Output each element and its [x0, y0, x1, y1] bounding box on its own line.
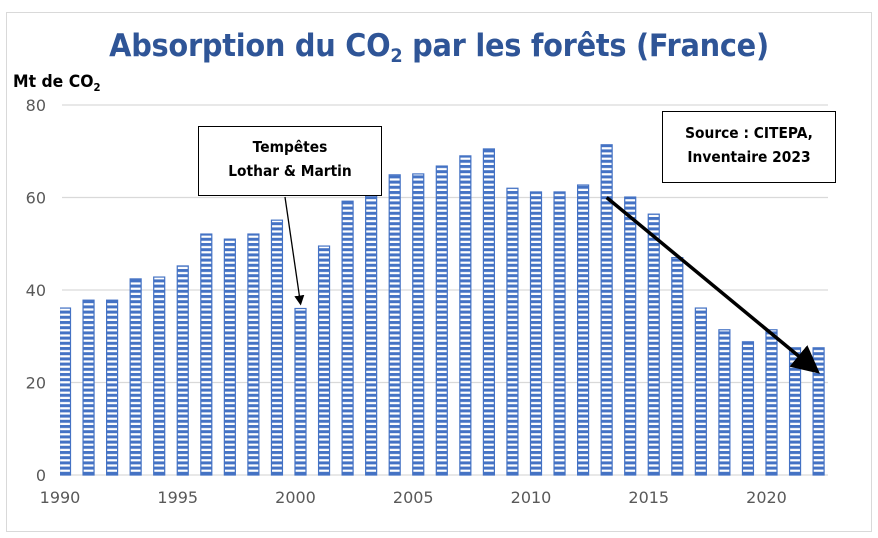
bar-1991 [82, 299, 95, 476]
bar-2012 [576, 184, 590, 476]
storm-annotation: Tempêtes Lothar & Martin [198, 126, 382, 196]
source-annotation-line-1: Source : CITEPA, [685, 124, 813, 142]
x-tick-label: 1995 [157, 488, 198, 507]
bar-2019 [741, 341, 755, 476]
bar-1994 [153, 276, 166, 476]
bar-2010 [529, 191, 543, 476]
bar-1990 [60, 307, 72, 476]
bar-2001 [317, 245, 331, 476]
title-text-end: par les forêts (France) [402, 28, 769, 64]
y-tick-label: 20 [26, 374, 46, 393]
y-axis-label-text: Mt de CO [13, 72, 94, 92]
title-text: Absorption du CO [109, 28, 391, 64]
bar-2009 [506, 187, 519, 476]
storm-annotation-line-2: Lothar & Martin [228, 162, 352, 180]
x-tick-label: 2005 [393, 488, 434, 507]
x-tick-label: 2010 [511, 488, 552, 507]
trend-arrow [605, 196, 820, 374]
storm-arrow [284, 196, 305, 306]
bar-1998 [247, 233, 260, 476]
x-tick-label: 2020 [746, 488, 787, 507]
bar-2005 [412, 173, 425, 476]
bar-1993 [129, 278, 142, 476]
bar-2006 [435, 165, 448, 476]
bar-2020 [765, 329, 778, 476]
bar-1997 [223, 238, 236, 476]
bar-2022 [812, 347, 825, 476]
title-subscript: 2 [390, 45, 403, 67]
bar-2016 [671, 257, 684, 476]
chart-title: Absorption du CO2 par les forêts (France… [31, 28, 848, 67]
bar-2014 [624, 196, 637, 476]
bar-2002 [341, 200, 354, 476]
bar-2003 [365, 185, 378, 476]
bar-2000 [294, 307, 307, 476]
bar-2007 [459, 155, 472, 476]
source-annotation: Source : CITEPA, Inventaire 2023 [662, 111, 836, 183]
bar-1999 [270, 219, 284, 476]
y-tick-label: 0 [36, 466, 46, 485]
bar-2004 [388, 174, 401, 476]
bar-2021 [788, 347, 802, 476]
storm-annotation-line-1: Tempêtes [252, 138, 328, 156]
x-tick-label: 1990 [40, 488, 81, 507]
x-tick-label: 2000 [275, 488, 316, 507]
y-tick-label: 60 [26, 189, 46, 208]
y-axis-label: Mt de CO2 [13, 72, 101, 94]
bar-1995 [176, 265, 189, 476]
bar-2013 [600, 144, 613, 476]
source-annotation-line-2: Inventaire 2023 [687, 148, 811, 166]
bar-2017 [694, 307, 707, 476]
bar-2011 [553, 191, 566, 476]
y-axis-label-subscript: 2 [93, 81, 101, 94]
y-tick-label: 40 [26, 281, 46, 300]
bar-2015 [647, 213, 660, 476]
bar-1996 [200, 233, 213, 476]
y-tick-label: 80 [26, 96, 46, 115]
bar-1992 [105, 299, 119, 476]
x-tick-label: 2015 [628, 488, 669, 507]
bar-2018 [718, 329, 731, 476]
bar-2008 [482, 148, 495, 476]
